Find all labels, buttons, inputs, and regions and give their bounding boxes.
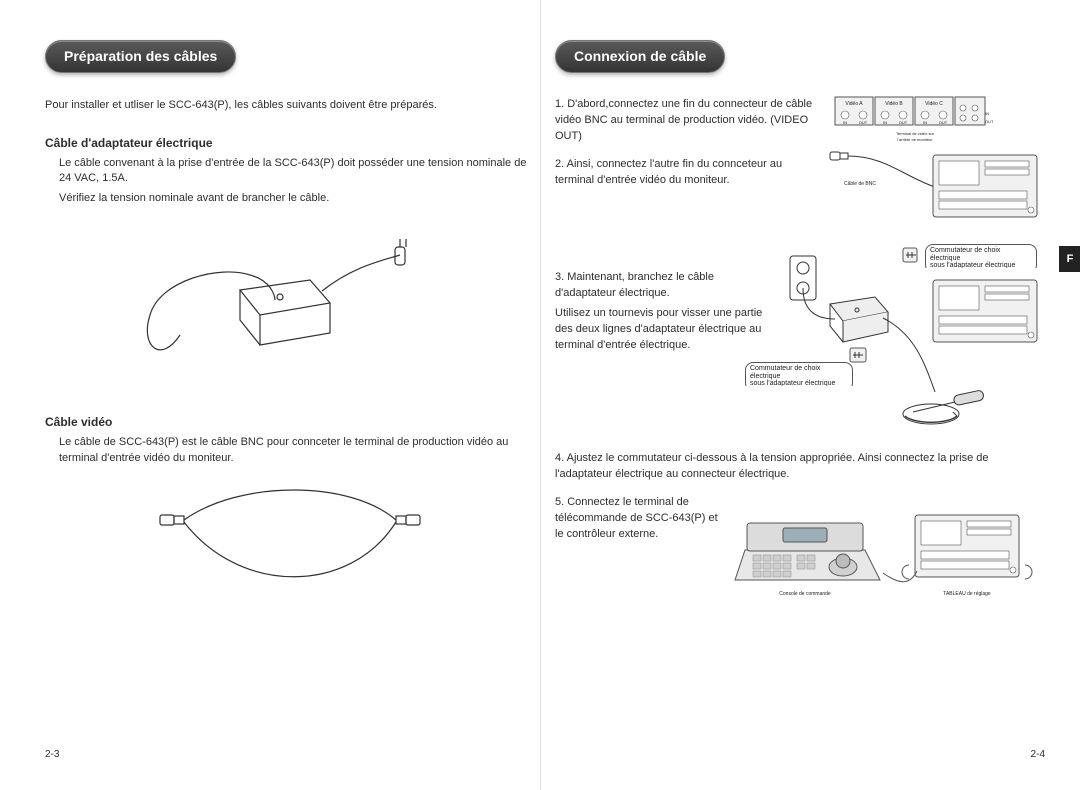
note-top-l1: Commutateur de choix électrique <box>930 247 1000 262</box>
figure-adapter <box>45 225 535 385</box>
heading-preparation: Préparation des câbles <box>45 40 236 73</box>
label-out-1: OUT <box>859 120 868 125</box>
video-cable-title: Câble vidéo <box>45 415 535 429</box>
figure-step-5: Console de commande TABLEAU de réglage <box>735 495 1025 608</box>
page-number-left: 2-3 <box>45 749 59 760</box>
intro-text: Pour installer et utliser le SCC-643(P),… <box>45 97 535 114</box>
step3a: 3. Maintenant, branchez le câble d'adapt… <box>555 270 775 302</box>
label-in-3: IN <box>923 120 927 125</box>
label-in-4: IN <box>985 111 989 116</box>
page-divider <box>540 0 541 790</box>
step2: 2. Ainsi, connectez l'autre fin du connc… <box>555 157 815 189</box>
console-caption: Console de commande <box>779 591 831 597</box>
bnc-caption: Câble de BNC <box>844 181 876 187</box>
note-bottom-l1: Commutateur de choix électrique <box>750 365 820 380</box>
note-bottom-l2: sous l'adaptateur électrique <box>750 380 835 386</box>
adapter-cable-title: Câble d'adaptateur électrique <box>45 136 535 150</box>
heading-connexion: Connexion de câble <box>555 40 725 73</box>
side-tab-f: F <box>1059 246 1080 272</box>
step-row-5: 5. Connectez le terminal de télécommande… <box>555 495 1045 608</box>
video-cable-p1: Le câble de SCC-643(P) est le câble BNC … <box>45 435 535 467</box>
right-page: Connexion de câble 1. D'abord,connectez … <box>555 40 1045 760</box>
note-top-l2: sous l'adaptateur électrique <box>930 262 1015 268</box>
page-number-right: 2-4 <box>1031 749 1045 760</box>
step3b: Utilisez un tournevis pour visser une pa… <box>555 306 775 354</box>
step4: 4. Ajustez le commutateur ci-dessous à l… <box>555 451 1045 483</box>
figure-bnc-cable <box>45 485 535 625</box>
adapter-cable-p1: Le câble convenant à la prise d'entrée d… <box>45 156 535 188</box>
label-out-3: OUT <box>939 120 948 125</box>
label-video-b: Vidéo B <box>885 101 903 107</box>
adapter-cable-p2: Vérifiez la tension nominale avant de br… <box>45 191 535 207</box>
step1: 1. D'abord,connectez une fin du connecte… <box>555 97 815 145</box>
label-video-c: Vidéo C <box>925 101 943 107</box>
terminal-caption-1: Terminal de vidéo sur <box>896 131 935 136</box>
label-video-a: Vidéo A <box>845 101 863 107</box>
terminal-caption-2: l'arriète de moniteur <box>897 137 933 142</box>
figure-step-1-2: Vidéo A IN OUT Vidéo B IN OUT Vidéo C IN… <box>825 97 1045 230</box>
figure-step-3: Commutateur de choix électrique sous l'a… <box>785 244 1045 437</box>
label-out-4: OUT <box>985 119 994 124</box>
step-row-1-2: 1. D'abord,connectez une fin du connecte… <box>555 97 1045 230</box>
board-caption: TABLEAU de réglage <box>943 591 991 597</box>
label-out-2: OUT <box>899 120 908 125</box>
step-row-3: 3. Maintenant, branchez le câble d'adapt… <box>555 244 1045 437</box>
step5: 5. Connectez le terminal de télécommande… <box>555 495 725 543</box>
left-page: Préparation des câbles Pour installer et… <box>45 40 535 760</box>
label-in-2: IN <box>883 120 887 125</box>
label-in-1: IN <box>843 120 847 125</box>
